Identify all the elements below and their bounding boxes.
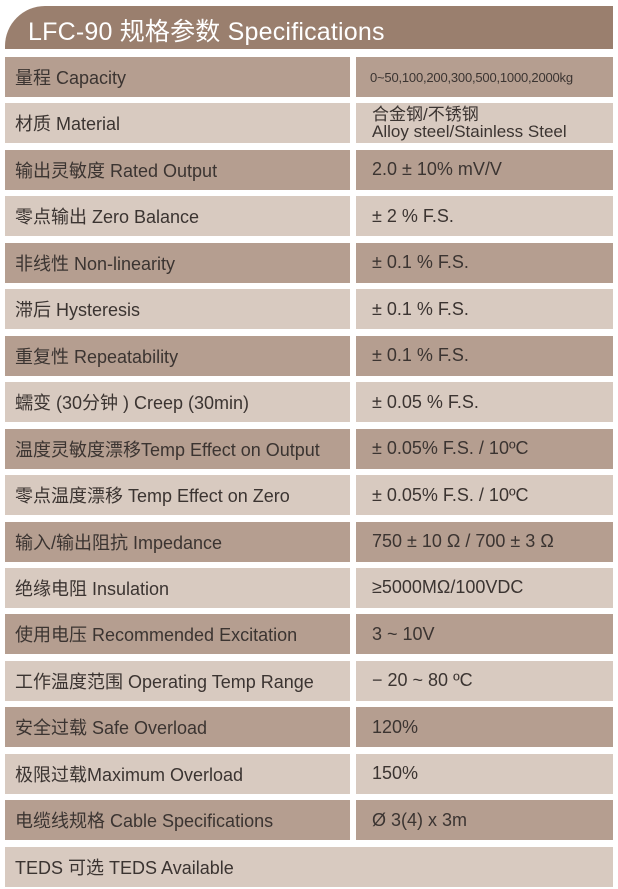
spec-label: TEDS 可选 TEDS Available xyxy=(5,846,613,887)
spec-row: 零点温度漂移 Temp Effect on Zero ± 0.05% F.S. /… xyxy=(5,475,613,516)
spec-value: 750 ± 10 Ω / 700 ± 3 Ω xyxy=(356,521,613,562)
spec-label: 量程 Capacity xyxy=(5,57,350,97)
spec-label: 绝缘电阻 Insulation xyxy=(5,567,350,608)
spec-value-line: Alloy steel/Stainless Steel xyxy=(372,122,567,142)
spec-value: ± 0.1 % F.S. xyxy=(356,289,613,330)
spec-value: 2.0 ± 10% mV/V xyxy=(356,149,613,190)
spec-row: 工作温度范围 Operating Temp Range − 20 ~ 80 ºC xyxy=(5,660,613,701)
spec-row: 零点输出 Zero Balance ± 2 % F.S. xyxy=(5,196,613,237)
spec-value: ± 0.1 % F.S. xyxy=(356,335,613,376)
spec-value-line: 合金钢/不锈钢 xyxy=(372,105,479,125)
spec-row: 量程 Capacity 0~50,100,200,300,500,1000,200… xyxy=(5,57,613,97)
spec-row: 极限过载Maximum Overload 150% xyxy=(5,753,613,794)
spec-label: 非线性 Non-linearity xyxy=(5,242,350,283)
spec-label: 工作温度范围 Operating Temp Range xyxy=(5,660,350,701)
spec-row: 非线性 Non-linearity ± 0.1 % F.S. xyxy=(5,242,613,283)
spec-row: 滞后 Hysteresis ± 0.1 % F.S. xyxy=(5,289,613,330)
spec-label: 安全过载 Safe Overload xyxy=(5,707,350,748)
spec-row: 电缆线规格 Cable Specifications Ø 3(4) x 3m xyxy=(5,800,613,841)
spec-row: 材质 Material 合金钢/不锈钢 Alloy steel/Stainless … xyxy=(5,103,613,144)
spec-value: 合金钢/不锈钢 Alloy steel/Stainless Steel xyxy=(356,103,613,144)
spec-header: LFC-90 规格参数 Specifications xyxy=(5,6,613,49)
spec-label: 蠕变 (30分钟 ) Creep (30min) xyxy=(5,382,350,423)
spec-row: 输入/输出阻抗 Impedance 750 ± 10 Ω / 700 ± 3 Ω xyxy=(5,521,613,562)
spec-label: 温度灵敏度漂移Temp Effect on Output xyxy=(5,428,350,469)
spec-value: − 20 ~ 80 ºC xyxy=(356,660,613,701)
spec-row-teds: TEDS 可选 TEDS Available xyxy=(5,846,613,887)
spec-row: 安全过载 Safe Overload 120% xyxy=(5,707,613,748)
spec-value: ± 0.05% F.S. / 10ºC xyxy=(356,475,613,516)
spec-label: 极限过载Maximum Overload xyxy=(5,753,350,794)
spec-label: 滞后 Hysteresis xyxy=(5,289,350,330)
spec-label: 零点温度漂移 Temp Effect on Zero xyxy=(5,475,350,516)
spec-value: ± 0.1 % F.S. xyxy=(356,242,613,283)
spec-row: 输出灵敏度 Rated Output 2.0 ± 10% mV/V xyxy=(5,149,613,190)
spec-row: 使用电压 Recommended Excitation 3 ~ 10V xyxy=(5,614,613,655)
spec-row: 重复性 Repeatability ± 0.1 % F.S. xyxy=(5,335,613,376)
spec-label: 输入/输出阻抗 Impedance xyxy=(5,521,350,562)
spec-value: ± 0.05 % F.S. xyxy=(356,382,613,423)
spec-value: ± 0.05% F.S. / 10ºC xyxy=(356,428,613,469)
spec-label: 输出灵敏度 Rated Output xyxy=(5,149,350,190)
spec-label: 材质 Material xyxy=(5,103,350,144)
spec-row: 蠕变 (30分钟 ) Creep (30min) ± 0.05 % F.S. xyxy=(5,382,613,423)
spec-label: 零点输出 Zero Balance xyxy=(5,196,350,237)
spec-value: 0~50,100,200,300,500,1000,2000kg xyxy=(356,57,613,97)
spec-value: Ø 3(4) x 3m xyxy=(356,800,613,841)
spec-label: 使用电压 Recommended Excitation xyxy=(5,614,350,655)
spec-label: 重复性 Repeatability xyxy=(5,335,350,376)
spec-value: 120% xyxy=(356,707,613,748)
spec-row: 温度灵敏度漂移Temp Effect on Output ± 0.05% F.S.… xyxy=(5,428,613,469)
spec-value: ± 2 % F.S. xyxy=(356,196,613,237)
spec-row: 绝缘电阻 Insulation ≥5000MΩ/100VDC xyxy=(5,567,613,608)
spec-label: 电缆线规格 Cable Specifications xyxy=(5,800,350,841)
spec-value: 150% xyxy=(356,753,613,794)
spec-title: LFC-90 规格参数 Specifications xyxy=(28,18,385,46)
spec-value: ≥5000MΩ/100VDC xyxy=(356,567,613,608)
spec-value: 3 ~ 10V xyxy=(356,614,613,655)
